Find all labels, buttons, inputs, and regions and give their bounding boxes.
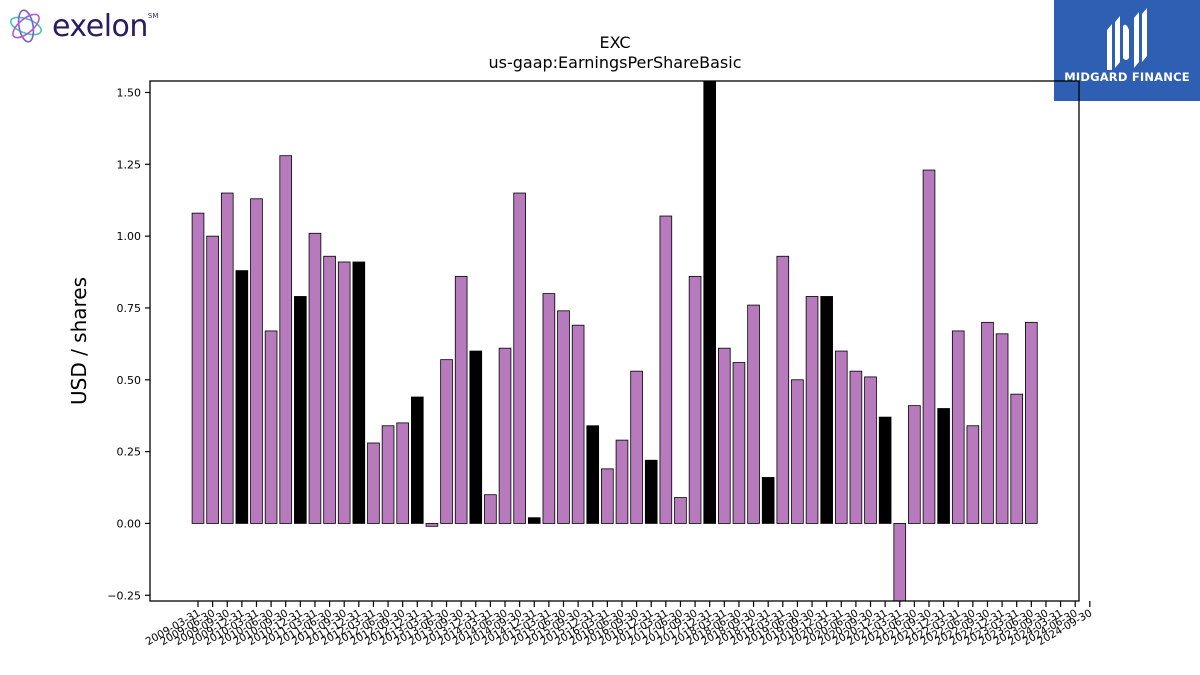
bar-2022-09-30 [981, 321, 994, 524]
bar-2015-06-30 [557, 310, 570, 524]
bar-2018-03-31 [718, 347, 731, 524]
y-tick-label: 0.75 [117, 302, 142, 315]
exelon-wordmark: exelon [52, 8, 148, 44]
bar-2023-03-31 [1010, 393, 1024, 524]
bar-2013-06-30 [440, 359, 453, 524]
chart-subtitle: us-gaap:EarningsPerShareBasic [488, 53, 741, 72]
bar-2011-06-30 [323, 255, 336, 524]
bar-2011-12-31 [352, 261, 366, 524]
bar-2018-12-31 [761, 477, 775, 524]
bar-2018-09-30 [747, 304, 760, 524]
bar-2017-12-31 [703, 80, 716, 524]
bar-2022-03-31 [951, 330, 965, 524]
bar-2021-12-31 [937, 408, 950, 524]
bar-2021-03-31 [893, 523, 907, 602]
y-tick-label: 1.50 [117, 86, 142, 99]
bar-2012-09-30 [396, 422, 409, 524]
chart-title: EXC [599, 33, 630, 52]
bar-2015-12-31 [586, 425, 600, 524]
y-tick-label: 0.00 [117, 517, 142, 530]
plot-frame [149, 80, 1080, 602]
bars-group [191, 80, 1038, 602]
midgard-mark-icon [1107, 8, 1147, 70]
exelon-logo: exelon SM [6, 6, 158, 46]
y-tick-label: 0.50 [117, 374, 142, 387]
bar-2021-06-30 [908, 405, 921, 524]
bar-2020-09-30 [864, 376, 877, 524]
bar-2011-09-30 [337, 261, 351, 524]
bar-2014-09-30 [513, 192, 526, 524]
y-tick-label: 1.00 [117, 230, 142, 243]
bar-2017-06-30 [674, 497, 687, 524]
bar-2012-03-31 [367, 442, 380, 524]
bar-2016-03-31 [601, 468, 614, 524]
bar-2014-12-31 [527, 517, 541, 524]
bar-2010-03-31 [250, 198, 263, 524]
exelon-flower-icon [9, 9, 43, 43]
bar-2018-06-30 [732, 362, 746, 524]
bar-2009-12-31 [235, 270, 249, 524]
bar-2010-09-30 [279, 155, 293, 524]
bar-2012-06-30 [381, 425, 395, 524]
midgard-finance-logo: MIDGARD FINANCE [1054, 0, 1200, 101]
bar-2013-03-31 [425, 523, 439, 527]
bar-2015-09-30 [571, 324, 585, 524]
bar-2013-12-31 [469, 350, 483, 524]
y-tick-label: −0.25 [107, 589, 141, 602]
y-axis: −0.25 0.00 0.25 0.50 0.75 1.00 1.25 1.50 [107, 86, 150, 602]
bar-2011-03-31 [308, 232, 322, 524]
bar-2022-12-31 [995, 333, 1009, 524]
bar-2014-03-31 [484, 494, 497, 524]
bar-2019-12-31 [820, 296, 833, 524]
bar-2014-06-30 [498, 347, 512, 524]
bar-2016-12-31 [644, 459, 658, 524]
bar-2023-06-30 [1025, 321, 1038, 524]
bar-2020-06-30 [849, 370, 863, 524]
bar-2015-03-31 [542, 293, 556, 524]
bar-2022-06-30 [966, 425, 980, 524]
bar-2021-09-30 [922, 169, 936, 524]
y-axis-label: USD / shares [67, 277, 91, 405]
bar-2009-03-31 [191, 212, 205, 524]
bar-2017-09-30 [688, 275, 702, 524]
bar-2019-03-31 [776, 255, 790, 524]
bar-2019-09-30 [805, 296, 819, 524]
bar-2012-12-31 [410, 396, 424, 524]
bar-2016-09-30 [630, 370, 643, 524]
midgard-finance-wordmark: MIDGARD FINANCE [1064, 70, 1190, 84]
bar-2009-06-30 [206, 235, 219, 524]
bar-2019-06-30 [791, 379, 804, 524]
bar-2020-12-31 [878, 416, 892, 524]
x-axis: 2009-03-312009-06-302009-09-302009-12-31… [144, 601, 1094, 648]
bar-2013-09-30 [454, 275, 468, 524]
bar-2016-06-30 [615, 439, 629, 524]
y-tick-label: 1.25 [117, 158, 142, 171]
bar-2010-06-30 [264, 330, 278, 524]
y-tick-label: 0.25 [117, 446, 142, 459]
bar-2010-12-31 [294, 296, 307, 524]
bar-2017-03-31 [659, 215, 673, 524]
bar-2020-03-31 [834, 350, 848, 524]
service-mark: SM [147, 12, 159, 20]
bar-2009-09-30 [220, 192, 234, 524]
